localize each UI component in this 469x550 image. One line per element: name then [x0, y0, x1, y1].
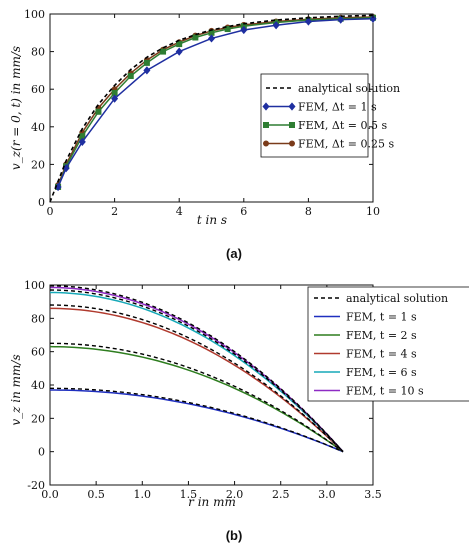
x-tick-label: 2.5: [272, 488, 290, 501]
legend-box-b: [307, 286, 469, 402]
legend-marker: [262, 140, 269, 147]
y-tick-label: 20: [31, 158, 45, 171]
legend-label: FEM, Δt = 0.5 s: [298, 119, 387, 132]
x-tick-label: 0.0: [41, 488, 59, 501]
y-tick-label: 80: [31, 46, 45, 59]
series-line-analytical-1: [49, 342, 344, 453]
legend-label: FEM, t = 4 s: [346, 348, 417, 361]
legend-marker: [262, 102, 270, 111]
series-line-analytical-2: [49, 304, 344, 453]
legend-label: FEM, t = 6 s: [346, 366, 417, 379]
x-tick-label: 4: [176, 205, 183, 218]
data-point: [143, 59, 150, 66]
x-tick-label: 2: [111, 205, 118, 218]
y-tick-label: 100: [24, 279, 45, 292]
series-line-fem-2: [49, 307, 344, 453]
legend-label: FEM, Δt = 0.25 s: [298, 138, 394, 151]
x-tick-label: 6: [240, 205, 247, 218]
y-tick-label: 40: [31, 379, 45, 392]
legend-label: FEM, t = 2 s: [346, 329, 417, 342]
x-tick-label: 2.0: [226, 488, 244, 501]
y-tick-label: 80: [31, 312, 45, 325]
data-point: [337, 15, 345, 24]
data-point: [224, 26, 231, 33]
y-tick-label: -20: [27, 479, 45, 492]
x-tick-label: 0: [47, 205, 54, 218]
series-line-analytical-3: [49, 289, 344, 453]
y-tick-label: 60: [31, 83, 45, 96]
y-tick-label: 40: [31, 121, 45, 134]
y-tick-label: 0: [38, 196, 45, 209]
x-tick-label: 1.0: [134, 488, 152, 501]
x-tick-label: 3.5: [364, 488, 382, 501]
ticks-b: 0.0 0.5 1.0 1.5 2.0 2.5 3.0 3.5 -20 0 20 40 60 80 100: [24, 279, 382, 501]
y-tick-label: 20: [31, 412, 45, 425]
x-axis-label-a: t in s: [197, 213, 227, 227]
legend-a: analytical solution FEM, Δt = 1 s FEM, Δt …: [260, 73, 400, 158]
legend-label: FEM, Δt = 1 s: [298, 101, 377, 114]
data-point: [272, 21, 280, 30]
legend-label: FEM, t = 10 s: [346, 385, 424, 398]
data-point: [127, 73, 134, 80]
legend-marker: [288, 102, 296, 111]
x-tick-label: 0.5: [87, 488, 105, 501]
series-group-a: [49, 14, 377, 203]
legend-marker: [288, 122, 295, 129]
data-point: [304, 17, 312, 26]
data-point: [240, 25, 248, 35]
legend-marker: [262, 122, 269, 129]
x-tick-label: 8: [305, 205, 312, 218]
chart-b: 0.0 0.5 1.0 1.5 2.0 2.5 3.0 3.5-20020406080100 …: [9, 279, 469, 543]
legend-label: FEM, t = 1 s: [346, 311, 417, 324]
legend-label: analytical solution: [298, 82, 400, 95]
data-point: [207, 34, 216, 43]
y-axis-label-b: v_z in mm/s: [9, 354, 23, 425]
x-tick-label: 10: [366, 205, 380, 218]
series-line-fem-0: [49, 389, 344, 453]
series-line-analytical-4: [49, 285, 344, 453]
y-axis-label-a: v_z(r = 0, t) in mm/s: [9, 46, 23, 170]
data-point: [95, 108, 102, 115]
y-tick-label: 60: [31, 346, 45, 359]
legend-marker: [288, 140, 295, 147]
data-point: [192, 34, 199, 41]
data-point: [369, 14, 377, 23]
caption-a: (a): [226, 246, 242, 261]
data-point: [111, 94, 119, 103]
series-line-fem-1: [49, 345, 344, 453]
legend-label: analytical solution: [346, 292, 448, 305]
series-line-0: [49, 14, 374, 203]
data-point: [175, 47, 183, 56]
series-group-b: [49, 285, 344, 453]
x-tick-label: 1.5: [180, 488, 198, 501]
x-tick-label: 3.0: [318, 488, 336, 501]
data-point: [78, 137, 86, 146]
data-point: [143, 66, 151, 75]
y-tick-label: 100: [24, 8, 45, 21]
x-axis-label-b: r in mm: [188, 495, 236, 509]
series-line-1: [57, 17, 374, 188]
data-point: [160, 48, 167, 55]
y-tick-label: 0: [38, 446, 45, 459]
caption-b: (b): [226, 528, 243, 543]
data-point: [176, 41, 183, 48]
legend-b: analytical solution FEM, t = 1 s FEM, t = …: [307, 286, 469, 402]
series-line-analytical-0: [49, 387, 344, 453]
